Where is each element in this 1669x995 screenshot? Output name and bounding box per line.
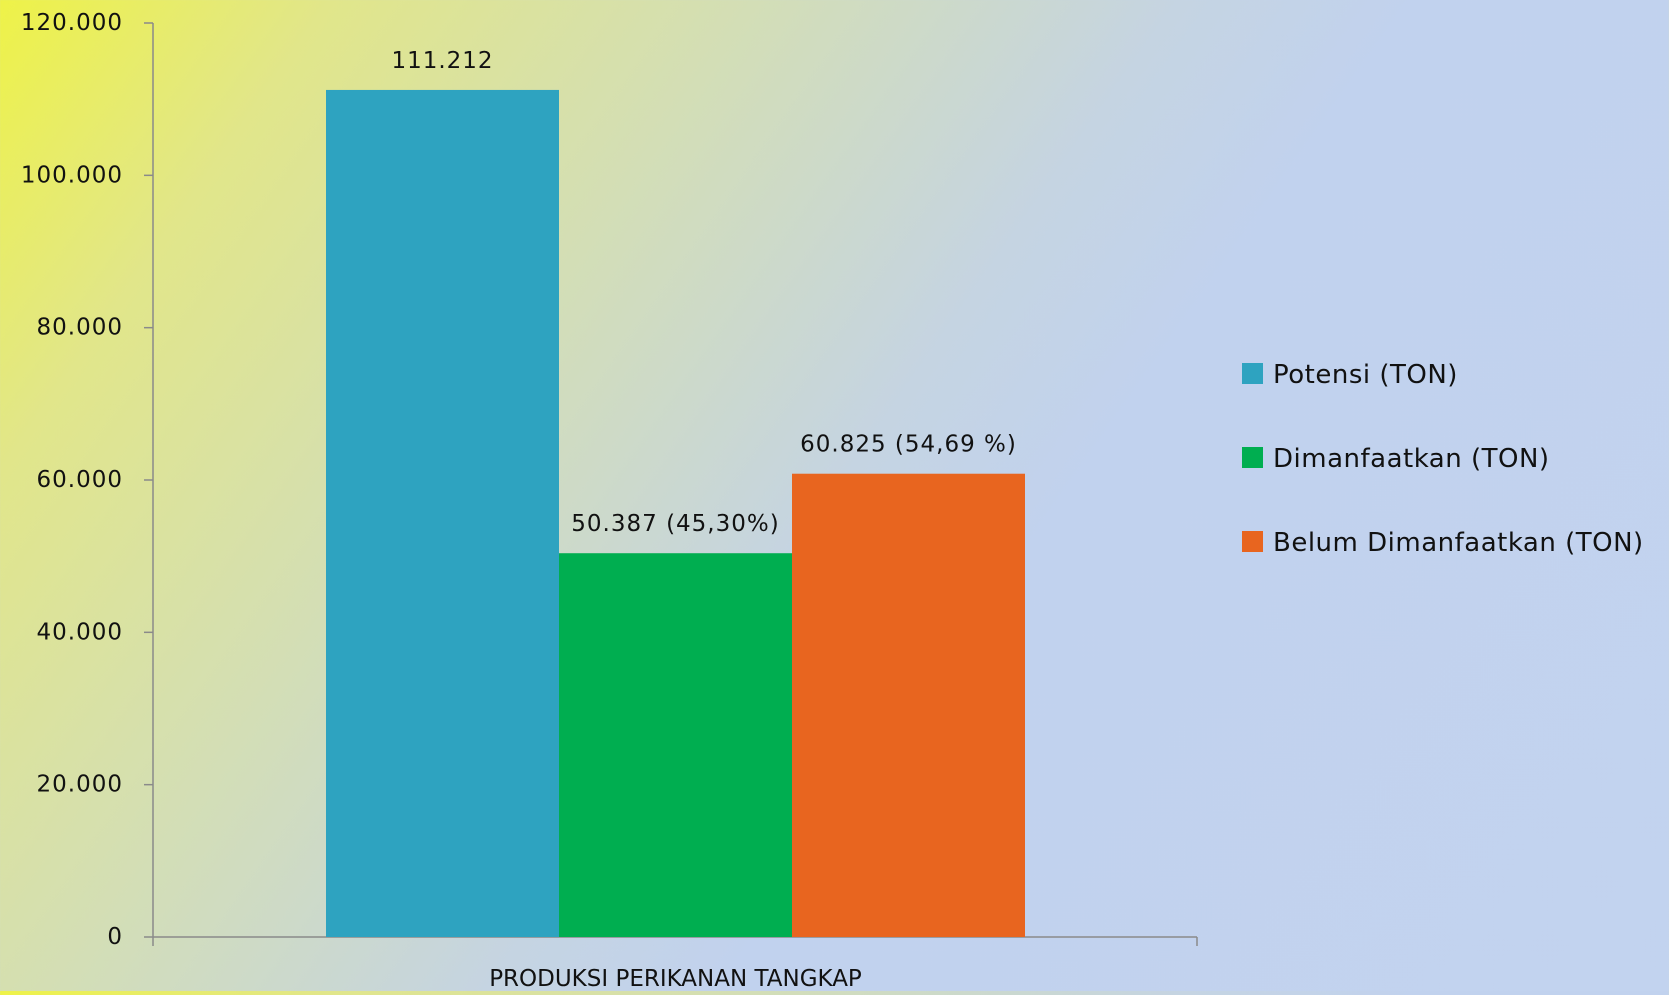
data-label: 60.825 (54,69 %) <box>800 432 1017 458</box>
data-label: 111.212 <box>391 48 493 74</box>
legend-label: Potensi (TON) <box>1273 360 1458 390</box>
y-tick-label: 40.000 <box>37 619 123 645</box>
y-tick-label: 100.000 <box>21 162 123 188</box>
x-category-label: PRODUKSI PERIKANAN TANGKAP <box>489 966 862 991</box>
bar-1 <box>326 89 559 938</box>
y-tick-label: 80.000 <box>37 315 123 341</box>
legend-label: Belum Dimanfaatkan (TON) <box>1273 528 1644 558</box>
y-tick-label: 20.000 <box>37 772 123 798</box>
legend-swatch <box>1242 363 1263 384</box>
y-tick-label: 120.000 <box>21 10 123 36</box>
legend-swatch <box>1242 447 1263 468</box>
legend-label: Dimanfaatkan (TON) <box>1273 444 1550 474</box>
bar-3 <box>792 473 1025 937</box>
y-tick-label: 0 <box>107 924 123 950</box>
y-tick-label: 60.000 <box>37 467 123 493</box>
legend-swatch <box>1242 531 1263 552</box>
data-label: 50.387 (45,30%) <box>571 511 779 537</box>
bar-2 <box>559 553 792 937</box>
